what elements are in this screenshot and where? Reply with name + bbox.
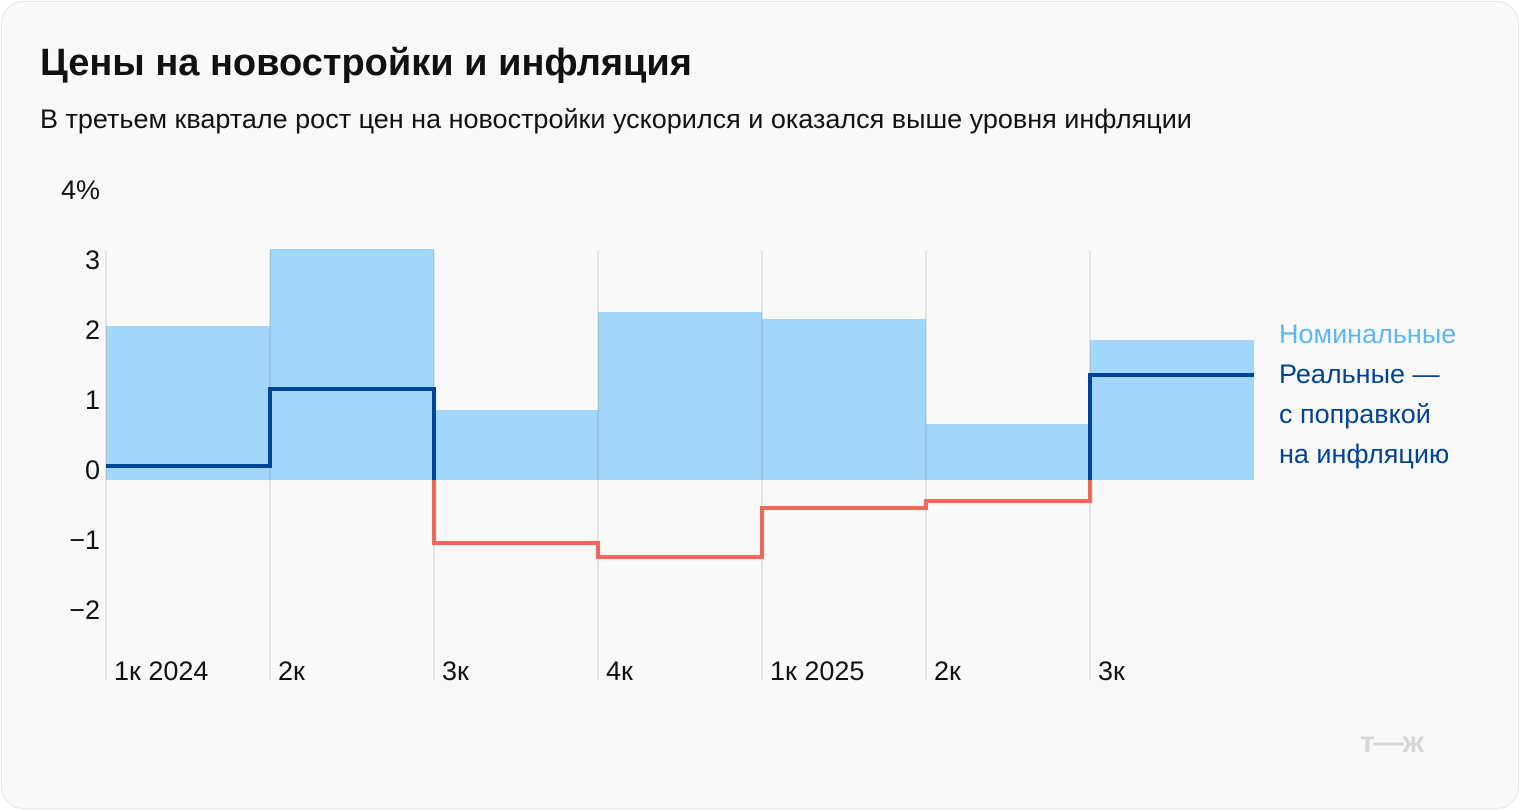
y-tick-label: 4% xyxy=(61,175,100,205)
logo: т—ж xyxy=(1360,726,1424,759)
y-tick-label: −2 xyxy=(69,595,100,625)
x-tick-label: 3к xyxy=(442,656,469,686)
legend-real-line: с поправкой xyxy=(1279,399,1431,429)
bar-nominal xyxy=(598,312,762,480)
chart-title: Цены на новостройки и инфляция xyxy=(40,42,692,84)
bar-nominal xyxy=(1090,340,1254,480)
chart-subtitle: В третьем квартале рост цен на новострой… xyxy=(40,104,1192,134)
real-line-positive xyxy=(106,373,1254,480)
y-tick-label: 3 xyxy=(85,245,100,275)
y-tick-label: 0 xyxy=(85,455,100,485)
y-tick-label: −1 xyxy=(69,525,100,555)
x-tick-label: 1к 2025 xyxy=(770,656,864,686)
legend-nominal: Номинальные xyxy=(1279,319,1457,349)
bar-nominal xyxy=(434,410,598,480)
bar-nominal xyxy=(270,249,434,480)
y-tick-label: 1 xyxy=(85,385,100,415)
bar-nominal xyxy=(106,326,270,480)
real-line-negative xyxy=(432,480,1092,559)
legend-real-line: на инфляцию xyxy=(1279,439,1450,469)
x-tick-label: 2к xyxy=(278,656,305,686)
y-tick-label: 2 xyxy=(85,315,100,345)
legend-real: Реальные — с поправкой на инфляцию xyxy=(1279,354,1449,474)
x-tick-label: 2к xyxy=(934,656,961,686)
x-tick-label: 4к xyxy=(606,656,633,686)
bar-nominal xyxy=(926,424,1090,480)
bar-nominal xyxy=(762,319,926,480)
x-tick-label: 1к 2024 xyxy=(114,656,208,686)
x-tick-label: 3к xyxy=(1098,656,1125,686)
legend-real-line: Реальные — xyxy=(1279,359,1440,389)
